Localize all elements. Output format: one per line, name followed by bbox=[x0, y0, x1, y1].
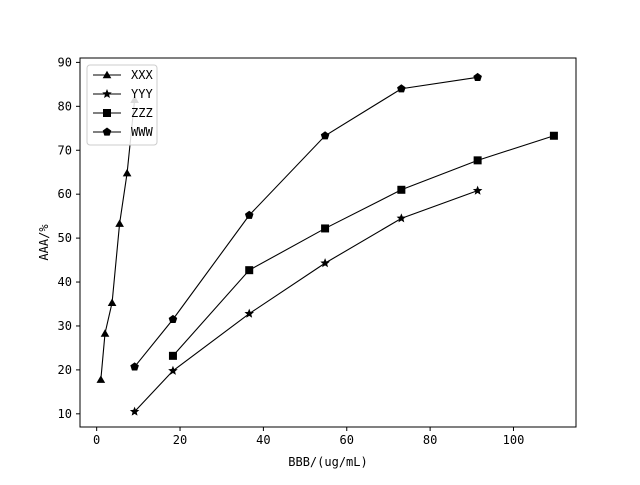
legend-marker-yyy bbox=[102, 89, 112, 99]
legend-label-zzz: ZZZ bbox=[131, 106, 153, 120]
series-line-xxx bbox=[100, 99, 136, 380]
data-point-zzz bbox=[397, 185, 406, 194]
data-point-www bbox=[473, 72, 482, 81]
series-zzz bbox=[168, 131, 558, 360]
legend-marker-www bbox=[102, 127, 112, 136]
y-tick-label: 20 bbox=[58, 363, 72, 377]
legend: XXX YYY ZZZ WWW bbox=[86, 64, 158, 146]
y-tick-label: 90 bbox=[58, 55, 72, 69]
y-tick-label: 10 bbox=[58, 407, 72, 421]
series-line-zzz bbox=[172, 135, 555, 357]
y-tick-label: 40 bbox=[58, 275, 72, 289]
x-tick-label: 40 bbox=[256, 433, 270, 447]
legend-item-www: WWW bbox=[93, 125, 153, 139]
legend-item-xxx: XXX bbox=[93, 68, 153, 82]
series-line-www bbox=[134, 76, 478, 368]
legend-marker-xxx bbox=[102, 70, 112, 79]
y-tick-label: 70 bbox=[58, 143, 72, 157]
x-tick-label: 100 bbox=[503, 433, 525, 447]
data-point-xxx bbox=[100, 329, 110, 337]
x-tick-label: 0 bbox=[93, 433, 100, 447]
ticks-layer: 0 20 40 60 80 100 10 20 30 40 50 60 70 80 90 bbox=[58, 55, 525, 447]
data-point-xxx bbox=[115, 219, 124, 227]
data-point-zzz bbox=[321, 224, 330, 233]
x-tick-label: 20 bbox=[173, 433, 187, 447]
data-point-zzz bbox=[549, 131, 558, 140]
y-tick-label: 50 bbox=[58, 231, 72, 245]
legend-item-yyy: YYY bbox=[93, 87, 153, 101]
y-axis-label: AAA/% bbox=[37, 224, 51, 261]
data-point-yyy bbox=[472, 185, 483, 195]
x-tick-label: 80 bbox=[423, 433, 437, 447]
data-point-yyy bbox=[168, 365, 178, 375]
legend-box bbox=[86, 64, 158, 146]
data-point-xxx bbox=[96, 375, 106, 383]
data-point-yyy bbox=[396, 213, 407, 223]
legend-label-yyy: YYY bbox=[131, 87, 153, 101]
data-point-zzz bbox=[473, 156, 482, 165]
data-point-www bbox=[244, 210, 254, 219]
data-point-www bbox=[168, 314, 178, 324]
y-tick-label: 60 bbox=[58, 187, 72, 201]
series-layer bbox=[96, 72, 558, 416]
series-yyy bbox=[129, 185, 483, 416]
legend-marker-zzz bbox=[103, 109, 111, 117]
data-point-xxx bbox=[122, 168, 132, 177]
plot-frame bbox=[79, 57, 577, 428]
data-point-www bbox=[130, 362, 139, 371]
y-tick-label: 30 bbox=[58, 319, 72, 333]
x-tick-label: 60 bbox=[340, 433, 354, 447]
legend-items: XXX YYY ZZZ WWW bbox=[93, 68, 153, 139]
series-www bbox=[130, 72, 482, 371]
data-point-yyy bbox=[320, 258, 330, 268]
legend-label-www: WWW bbox=[131, 125, 153, 139]
data-point-www bbox=[397, 84, 406, 93]
data-point-xxx bbox=[107, 298, 117, 306]
data-point-www bbox=[320, 131, 330, 140]
data-point-zzz bbox=[245, 266, 254, 275]
y-tick-label: 80 bbox=[58, 99, 72, 113]
x-axis-label: BBB/(ug/mL) bbox=[288, 455, 367, 469]
legend-item-zzz: ZZZ bbox=[93, 106, 153, 120]
data-point-yyy bbox=[129, 406, 140, 416]
data-point-yyy bbox=[244, 308, 254, 318]
data-point-zzz bbox=[168, 351, 177, 360]
legend-label-xxx: XXX bbox=[131, 68, 153, 82]
series-line-yyy bbox=[134, 190, 478, 413]
